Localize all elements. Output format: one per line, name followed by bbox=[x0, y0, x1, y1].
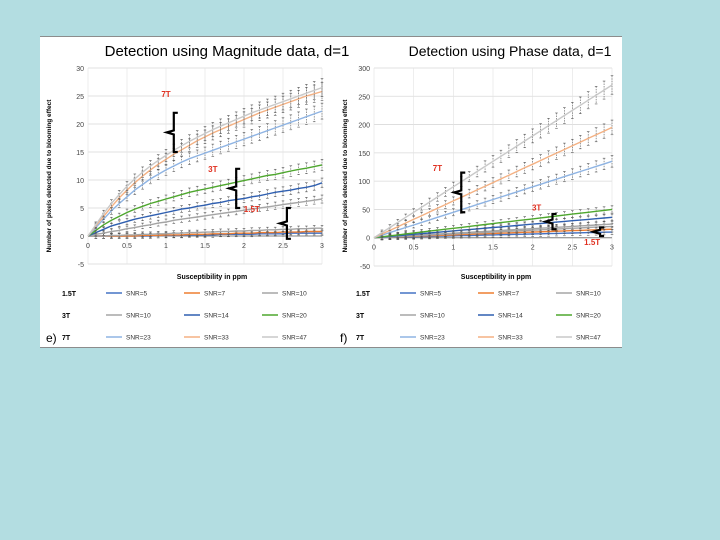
series-3T-SNR=20 bbox=[373, 205, 614, 240]
bracket-3T bbox=[541, 212, 557, 231]
series-line bbox=[87, 110, 323, 237]
series-line bbox=[88, 227, 322, 237]
bracket-7T bbox=[450, 171, 466, 214]
series-line bbox=[373, 84, 613, 239]
y-tick-label: 15 bbox=[76, 150, 84, 157]
x-tick-label: 2.5 bbox=[278, 243, 288, 250]
x-tick-label: 0 bbox=[372, 245, 376, 252]
x-tick-label: 1 bbox=[164, 243, 168, 250]
series-line bbox=[87, 164, 323, 237]
legend-entry-label: SNR=47 bbox=[576, 335, 601, 342]
series-line bbox=[87, 86, 323, 237]
legend-entry-label: SNR=10 bbox=[126, 313, 151, 320]
series-line bbox=[373, 208, 613, 239]
series-line bbox=[373, 126, 613, 239]
legend-entry-label: SNR=23 bbox=[420, 335, 445, 342]
chart-1: Detection using Magnitude data, d=1 -5 0 5 1… bbox=[46, 43, 349, 345]
field-annotation: 7T bbox=[161, 90, 170, 99]
legend-entry-label: SNR=7 bbox=[498, 291, 520, 298]
x-tick-label: 3 bbox=[320, 243, 324, 250]
top-divider bbox=[40, 36, 622, 37]
y-tick-label: 20 bbox=[76, 122, 84, 129]
legend: 1.5T SNR=5 SNR=7 SNR=10 3T SNR=10 SNR=14 SNR=20… bbox=[62, 291, 307, 343]
field-annotation: 7T bbox=[433, 164, 442, 173]
y-tick-label: 30 bbox=[76, 66, 84, 73]
chart-2: Detection using Phase data, d=1-50050100… bbox=[340, 43, 614, 345]
y-tick-label: 50 bbox=[362, 207, 370, 214]
x-tick-label: 3 bbox=[610, 245, 614, 252]
x-tick-label: 2 bbox=[531, 245, 535, 252]
series-line bbox=[87, 182, 323, 237]
legend-entry-label: SNR=7 bbox=[204, 291, 226, 298]
legend-entry-label: SNR=23 bbox=[126, 335, 151, 342]
legend-group-label: 1.5T bbox=[62, 291, 77, 298]
series-7T-SNR=23 bbox=[87, 102, 324, 237]
figure-svg: Detection using Magnitude data, d=1-5051… bbox=[46, 43, 614, 345]
field-annotation: 1.5T bbox=[244, 205, 260, 214]
x-tick-label: 2.5 bbox=[567, 245, 577, 252]
x-tick-label: 1.5 bbox=[488, 245, 498, 252]
series-3T-SNR=20 bbox=[87, 159, 324, 237]
y-axis-title: Number of pixels detected due to bloomin… bbox=[342, 99, 349, 253]
legend-entry-label: SNR=14 bbox=[204, 313, 229, 320]
legend-entry-label: SNR=5 bbox=[420, 291, 442, 298]
bracket-1.5T bbox=[275, 206, 291, 240]
y-tick-label: 5 bbox=[80, 206, 84, 213]
y-tick-label: 100 bbox=[358, 179, 370, 186]
legend: 1.5T SNR=5 SNR=7 SNR=10 3T SNR=10 SNR=14 SNR=20… bbox=[356, 291, 601, 343]
legend-entry-label: SNR=14 bbox=[498, 313, 523, 320]
legend-group-label: 7T bbox=[62, 335, 71, 342]
x-axis-title: Susceptibility in ppm bbox=[177, 274, 247, 281]
legend-entry-label: SNR=20 bbox=[576, 313, 601, 320]
field-annotation: 3T bbox=[208, 165, 217, 174]
y-tick-label: 10 bbox=[76, 178, 84, 185]
bracket-1.5T bbox=[589, 226, 605, 238]
legend-entry-label: SNR=20 bbox=[282, 313, 307, 320]
bracket-3T bbox=[225, 167, 241, 210]
series-line bbox=[373, 160, 613, 239]
y-tick-label: 0 bbox=[80, 234, 84, 241]
y-tick-label: 25 bbox=[76, 94, 84, 101]
x-tick-label: 0 bbox=[86, 243, 90, 250]
x-tick-label: 0.5 bbox=[409, 245, 419, 252]
legend-entry-label: SNR=33 bbox=[204, 335, 229, 342]
legend-entry-label: SNR=47 bbox=[282, 335, 307, 342]
chart-title: Detection using Phase data, d=1 bbox=[409, 43, 612, 59]
y-axis-title: Number of pixels detected due to bloomin… bbox=[46, 99, 53, 253]
legend-entry-label: SNR=10 bbox=[576, 291, 601, 298]
field-annotation: 3T bbox=[532, 204, 541, 213]
x-tick-label: 1.5 bbox=[200, 243, 210, 250]
legend-entry-label: SNR=10 bbox=[420, 313, 445, 320]
field-annotation: 1.5T bbox=[584, 238, 600, 247]
chart-title: Detection using Magnitude data, d=1 bbox=[105, 43, 350, 60]
series-7T-SNR=47 bbox=[87, 78, 324, 237]
series-line bbox=[87, 198, 323, 237]
legend-entry-label: SNR=5 bbox=[126, 291, 148, 298]
y-tick-label: 200 bbox=[358, 123, 370, 130]
figure-panel: Detection using Magnitude data, d=1 -5 0 5 1… bbox=[40, 36, 622, 348]
y-tick-label: -5 bbox=[78, 262, 84, 269]
legend-entry-label: SNR=10 bbox=[282, 291, 307, 298]
y-tick-label: 150 bbox=[358, 151, 370, 158]
bracket-7T bbox=[162, 111, 178, 154]
y-tick-label: -50 bbox=[360, 264, 370, 271]
y-tick-label: 300 bbox=[358, 66, 370, 73]
bottom-divider bbox=[40, 347, 622, 348]
legend-group-label: 3T bbox=[356, 313, 365, 320]
legend-group-label: 1.5T bbox=[356, 291, 371, 298]
legend-group-label: 7T bbox=[356, 335, 365, 342]
series-7T-SNR=33 bbox=[373, 119, 614, 239]
x-tick-label: 1 bbox=[451, 245, 455, 252]
legend-group-label: 3T bbox=[62, 313, 71, 320]
y-tick-label: 0 bbox=[366, 236, 370, 243]
y-tick-label: 250 bbox=[358, 94, 370, 101]
x-axis-title: Susceptibility in ppm bbox=[461, 274, 531, 281]
series-7T-SNR=23 bbox=[373, 155, 614, 239]
x-tick-label: 2 bbox=[242, 243, 246, 250]
x-tick-label: 0.5 bbox=[122, 243, 132, 250]
panel-label: f) bbox=[340, 331, 347, 345]
panel-label: e) bbox=[46, 331, 57, 345]
legend-entry-label: SNR=33 bbox=[498, 335, 523, 342]
